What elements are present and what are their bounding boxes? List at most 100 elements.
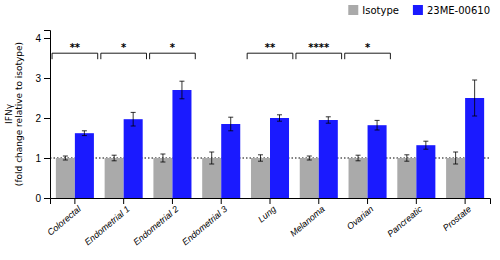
error-bar bbox=[179, 81, 184, 99]
significance-bracket bbox=[247, 53, 293, 59]
data-area bbox=[50, 80, 490, 198]
error-bar bbox=[423, 141, 428, 149]
tick-label: Endometrial 2 bbox=[131, 204, 180, 247]
x-tick: Pancreatic bbox=[385, 198, 424, 239]
tick-label: Colorectal bbox=[45, 203, 83, 237]
x-tick: Endometrial 2 bbox=[131, 198, 180, 247]
tick-mark bbox=[465, 198, 466, 204]
x-axis: ColorectalEndometrial 1Endometrial 2Endo… bbox=[45, 198, 490, 247]
error-bar bbox=[160, 154, 165, 162]
y-tick: 1 bbox=[35, 153, 50, 164]
tick-label: 1 bbox=[35, 153, 41, 164]
x-tick: Endometrial 1 bbox=[83, 198, 132, 247]
series bbox=[75, 80, 484, 198]
axis-domain bbox=[51, 199, 491, 205]
legend: Isotype 23ME-00610 bbox=[348, 5, 490, 16]
error-bar bbox=[307, 156, 312, 160]
significance-label: **** bbox=[308, 42, 330, 53]
bar bbox=[56, 158, 75, 198]
error-bar bbox=[258, 155, 263, 161]
bar bbox=[105, 158, 124, 198]
axis-domain bbox=[44, 31, 51, 199]
x-tick: Ovarian bbox=[345, 198, 376, 232]
tick-mark bbox=[318, 198, 319, 204]
x-tick: Endometrial 3 bbox=[180, 198, 229, 247]
y-tick: 4 bbox=[35, 33, 50, 44]
x-tick: Lung bbox=[256, 198, 278, 224]
significance-label: ** bbox=[265, 42, 276, 53]
y-axis: 0 1 2 3 4 bbox=[35, 31, 50, 204]
bar bbox=[300, 158, 319, 198]
bar bbox=[172, 90, 191, 198]
significance-bracket bbox=[150, 53, 196, 59]
tick-label: Prostate bbox=[441, 204, 473, 233]
bar bbox=[397, 158, 416, 198]
y-tick: 2 bbox=[35, 113, 50, 124]
bar bbox=[319, 120, 338, 198]
tick-mark bbox=[172, 198, 173, 204]
significance-label: * bbox=[170, 42, 176, 53]
legend-label: Isotype bbox=[362, 5, 399, 16]
bar bbox=[75, 133, 94, 198]
error-bar bbox=[277, 115, 282, 121]
series bbox=[56, 152, 465, 198]
error-bar bbox=[356, 155, 361, 161]
error-bar bbox=[63, 156, 68, 160]
tick-label: Endometrial 1 bbox=[83, 204, 132, 247]
chart: 01234ColorectalEndometrial 1Endometrial … bbox=[0, 0, 500, 260]
bar bbox=[124, 119, 143, 198]
significance-bracket bbox=[52, 53, 98, 59]
y-axis-title: IFNγ(fold change relative to isotype) bbox=[4, 42, 24, 186]
tick-label: Ovarian bbox=[345, 204, 376, 232]
legend-swatch bbox=[413, 5, 423, 15]
tick-mark bbox=[74, 198, 75, 204]
bar bbox=[221, 124, 240, 198]
error-bar bbox=[228, 117, 233, 131]
tick-mark bbox=[44, 118, 50, 119]
tick-label: 3 bbox=[35, 73, 41, 84]
significance-bracket bbox=[101, 53, 147, 59]
annotations: *********** bbox=[52, 42, 390, 59]
significance-label: ** bbox=[70, 42, 81, 53]
error-bar bbox=[131, 112, 136, 126]
tick-label: Endometrial 3 bbox=[180, 204, 229, 247]
tick-label: 4 bbox=[35, 33, 41, 44]
tick-mark bbox=[221, 198, 222, 204]
error-bar bbox=[209, 152, 214, 164]
tick-mark bbox=[44, 38, 50, 39]
x-tick: Melanoma bbox=[288, 198, 327, 239]
tick-label: Lung bbox=[256, 204, 278, 225]
error-bar bbox=[472, 80, 477, 116]
significance-bracket bbox=[296, 53, 342, 59]
bar bbox=[270, 118, 289, 198]
significance-label: * bbox=[365, 42, 371, 53]
bar bbox=[416, 145, 435, 198]
legend-label: 23ME-00610 bbox=[427, 5, 490, 16]
significance-label: * bbox=[121, 42, 127, 53]
bar bbox=[368, 125, 387, 198]
error-bar bbox=[404, 155, 409, 161]
tick-mark bbox=[416, 198, 417, 204]
bar bbox=[153, 158, 172, 198]
error-bar bbox=[375, 120, 380, 130]
legend-swatch bbox=[348, 5, 358, 15]
x-tick: Prostate bbox=[441, 198, 473, 233]
tick-label: 2 bbox=[35, 113, 41, 124]
error-bar bbox=[326, 117, 331, 123]
x-tick: Colorectal bbox=[45, 198, 83, 238]
legend-item: 23ME-00610 bbox=[413, 5, 490, 16]
tick-mark bbox=[123, 198, 124, 204]
tick-mark bbox=[44, 78, 50, 79]
error-bar bbox=[453, 152, 458, 164]
plot: 01234ColorectalEndometrial 1Endometrial … bbox=[35, 31, 490, 248]
tick-label: Melanoma bbox=[288, 204, 327, 239]
bar bbox=[251, 158, 270, 198]
tick-mark bbox=[44, 158, 50, 159]
tick-label: 0 bbox=[35, 193, 41, 204]
tick-mark bbox=[44, 198, 50, 199]
error-bar bbox=[82, 131, 87, 136]
tick-mark bbox=[270, 198, 271, 204]
y-tick: 3 bbox=[35, 73, 50, 84]
y-tick: 0 bbox=[35, 193, 50, 204]
tick-label: Pancreatic bbox=[385, 204, 424, 239]
